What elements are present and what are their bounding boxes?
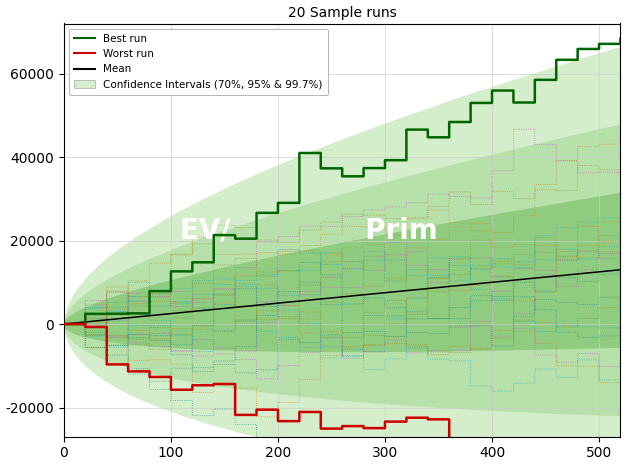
Text: EV/              Prim: EV/ Prim xyxy=(180,216,438,244)
Legend: Best run, Worst run, Mean, Confidence Intervals (70%, 95% & 99.7%): Best run, Worst run, Mean, Confidence In… xyxy=(69,29,328,95)
Title: 20 Sample runs: 20 Sample runs xyxy=(288,6,396,20)
